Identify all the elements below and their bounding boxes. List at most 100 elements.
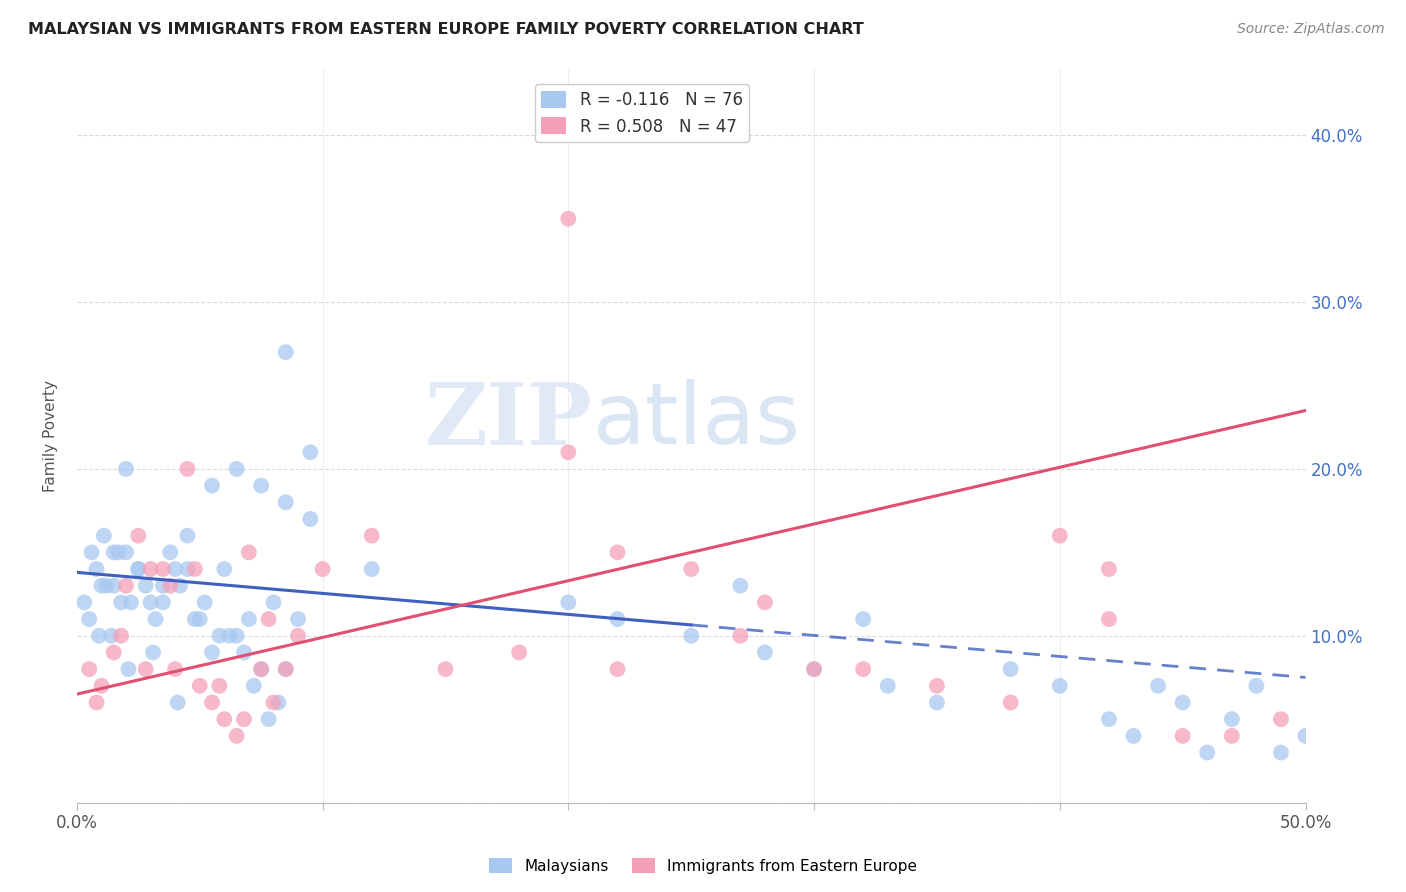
Point [233,712,256,726]
Point [115,579,138,593]
Point [803,662,825,676]
Point [159,579,181,593]
Point [508,645,530,659]
Point [360,562,382,576]
Point [110,595,132,609]
Point [152,562,174,576]
Point [107,545,129,559]
Point [1220,729,1243,743]
Point [201,645,224,659]
Point [93,529,115,543]
Point [127,562,149,576]
Point [117,662,139,676]
Point [360,529,382,543]
Point [139,562,162,576]
Point [208,629,231,643]
Point [1171,729,1194,743]
Point [194,595,217,609]
Point [139,595,162,609]
Text: Source: ZipAtlas.com: Source: ZipAtlas.com [1237,22,1385,37]
Point [87,629,110,643]
Point [238,545,260,559]
Point [557,211,579,226]
Point [754,645,776,659]
Point [115,462,138,476]
Legend: Malaysians, Immigrants from Eastern Europe: Malaysians, Immigrants from Eastern Euro… [484,852,922,880]
Point [1049,529,1071,543]
Point [225,629,247,643]
Point [127,562,149,576]
Point [110,629,132,643]
Point [214,712,236,726]
Y-axis label: Family Poverty: Family Poverty [44,380,58,491]
Point [165,562,187,576]
Point [274,495,297,509]
Point [233,645,256,659]
Point [274,662,297,676]
Point [188,679,211,693]
Point [152,579,174,593]
Text: ZIP: ZIP [425,379,593,463]
Point [274,662,297,676]
Point [169,579,191,593]
Point [287,612,309,626]
Point [135,579,157,593]
Point [176,462,198,476]
Point [557,595,579,609]
Point [1000,662,1022,676]
Point [208,679,231,693]
Point [176,529,198,543]
Point [96,579,118,593]
Point [250,662,273,676]
Point [852,662,875,676]
Point [1098,712,1121,726]
Text: MALAYSIAN VS IMMIGRANTS FROM EASTERN EUROPE FAMILY POVERTY CORRELATION CHART: MALAYSIAN VS IMMIGRANTS FROM EASTERN EUR… [28,22,863,37]
Point [274,345,297,359]
Point [250,478,273,492]
Point [225,729,247,743]
Point [243,679,266,693]
Point [77,612,100,626]
Point [925,696,948,710]
Point [250,662,273,676]
Point [1171,696,1194,710]
Point [606,545,628,559]
Point [1197,746,1219,760]
Point [184,562,207,576]
Point [925,679,948,693]
Point [803,662,825,676]
Point [1270,746,1292,760]
Point [214,562,236,576]
Point [1147,679,1170,693]
Point [188,612,211,626]
Point [262,696,284,710]
Point [262,595,284,609]
Point [100,629,122,643]
Point [201,478,224,492]
Point [681,562,703,576]
Point [1122,729,1144,743]
Point [1049,679,1071,693]
Point [238,612,260,626]
Point [135,662,157,676]
Point [606,662,628,676]
Point [201,696,224,710]
Point [184,612,207,626]
Point [267,696,290,710]
Point [434,662,457,676]
Point [876,679,898,693]
Point [730,629,752,643]
Point [145,612,167,626]
Point [754,595,776,609]
Point [73,595,96,609]
Point [218,629,240,643]
Point [1098,612,1121,626]
Point [299,445,322,459]
Point [852,612,875,626]
Point [90,679,112,693]
Point [176,562,198,576]
Point [159,545,181,559]
Point [1000,696,1022,710]
Point [120,595,142,609]
Point [80,545,103,559]
